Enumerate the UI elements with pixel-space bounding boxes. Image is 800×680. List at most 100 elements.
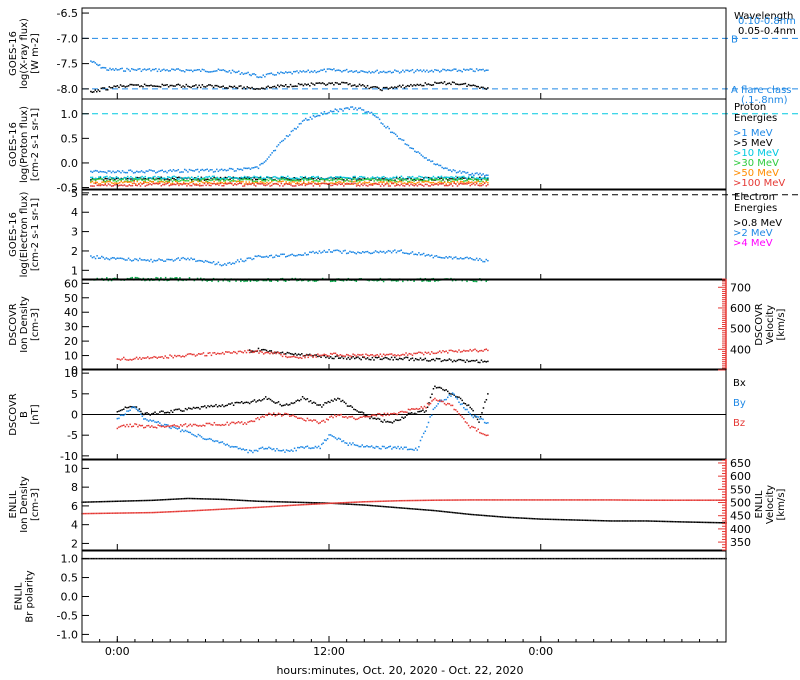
series-enlil_density-0 <box>81 497 727 524</box>
data-point-dscovr_b-1 <box>455 396 457 399</box>
data-point-proton-1 <box>224 176 227 179</box>
data-point-dscovr_b-2 <box>295 416 297 418</box>
data-point-proton-5 <box>405 183 407 186</box>
data-point-electron-0 <box>390 251 393 254</box>
data-point-dscovr_b-2 <box>277 412 280 415</box>
data-point-electron-0 <box>230 263 232 265</box>
data-point-proton-3 <box>453 179 455 181</box>
data-point-xray-0 <box>442 68 444 71</box>
data-point-enlil_polarity-0 <box>305 557 307 560</box>
data-point-proton-3 <box>195 178 198 181</box>
data-point-dscovr_b-0 <box>168 412 171 414</box>
data-point-proton-1 <box>319 178 321 180</box>
data-point-dscovr_b-2 <box>431 400 433 402</box>
data-point-enlil_density-0 <box>260 500 263 503</box>
data-point-proton-3 <box>291 179 294 181</box>
data-point-dscovr_density-0 <box>275 351 277 354</box>
data-point-enlil_polarity-0 <box>471 557 473 560</box>
data-point-proton-3 <box>205 180 207 182</box>
data-point-enlil_density-0 <box>459 512 462 515</box>
data-point-xray-1 <box>167 86 170 88</box>
data-point-dscovr_density-0 <box>395 358 398 361</box>
data-point-dscovr_density-0 <box>397 358 399 361</box>
data-point-enlil_density-1 <box>475 499 478 501</box>
data-point-enlil_density-1 <box>554 499 556 501</box>
data-point-enlil_polarity-0 <box>137 557 139 560</box>
y-axis-label-line: log(Electron flux) <box>19 192 30 278</box>
data-point-proton-5 <box>242 185 244 187</box>
data-point-xray-0 <box>402 69 404 72</box>
data-point-xray-1 <box>228 85 231 88</box>
data-point-xray-0 <box>164 69 167 72</box>
ytick-label-dscovr_density: 20 <box>64 335 78 348</box>
data-point-proton-1 <box>335 177 337 180</box>
data-point-enlil_polarity-0 <box>199 557 202 560</box>
data-point-enlil_density-1 <box>514 499 516 501</box>
data-point-enlil_polarity-0 <box>568 557 571 560</box>
data-point-enlil_density-1 <box>607 499 609 501</box>
data-point-dscovr_b-0 <box>412 413 415 415</box>
y-axis-label-line: ENLIL <box>8 490 19 518</box>
data-point-proton-0 <box>300 122 302 125</box>
data-point-proton-0 <box>314 116 316 118</box>
data-point-enlil_polarity-0 <box>249 557 251 560</box>
data-point-enlil_polarity-0 <box>142 557 144 560</box>
data-point-enlil_polarity-0 <box>624 557 627 560</box>
data-point-proton-5 <box>360 183 363 186</box>
data-point-proton-0 <box>109 170 111 172</box>
data-point-proton-0 <box>451 170 453 173</box>
ytick-label-enlil_density: 6 <box>71 500 78 513</box>
data-point-dscovr_density-0 <box>320 356 322 358</box>
series-dscovr_b-1 <box>116 392 489 454</box>
data-point-xray-1 <box>110 86 112 89</box>
data-point-enlil_density-1 <box>264 506 266 508</box>
data-point-proton-3 <box>357 179 359 182</box>
data-point-electron-0 <box>182 256 184 259</box>
data-point-electron-0 <box>193 258 196 260</box>
data-point-enlil_density-0 <box>589 519 592 522</box>
data-point-proton-5 <box>240 182 243 185</box>
data-point-dscovr_density-1 <box>256 349 259 352</box>
data-point-dscovr_b-1 <box>347 444 350 446</box>
data-point-proton-2 <box>389 177 391 179</box>
data-point-proton-4 <box>335 182 337 184</box>
data-point-enlil_density-1 <box>581 499 584 501</box>
data-point-xray-1 <box>438 82 441 84</box>
data-point-proton-2 <box>114 177 116 180</box>
data-point-xray-0 <box>139 68 141 70</box>
data-point-enlil_density-1 <box>620 499 622 501</box>
data-point-proton-2 <box>182 177 185 179</box>
data-point-proton-4 <box>371 183 374 185</box>
data-point-proton-3 <box>280 178 283 180</box>
data-point-electron-1 <box>171 277 173 280</box>
data-point-proton-3 <box>467 178 470 181</box>
data-point-xray-1 <box>402 84 404 87</box>
data-point-proton-0 <box>297 126 299 128</box>
data-point-electron-0 <box>107 258 109 260</box>
data-point-xray-1 <box>283 85 285 87</box>
data-point-dscovr_b-0 <box>189 407 192 410</box>
data-point-enlil_density-0 <box>514 516 516 519</box>
data-point-enlil_density-0 <box>690 521 693 523</box>
data-point-enlil_density-1 <box>323 502 326 505</box>
data-point-proton-0 <box>201 168 204 171</box>
data-point-electron-1 <box>270 280 273 282</box>
data-point-proton-4 <box>104 182 107 185</box>
data-point-dscovr_b-1 <box>445 398 447 401</box>
data-point-electron-0 <box>342 250 345 252</box>
data-point-proton-1 <box>176 176 179 179</box>
data-point-electron-1 <box>283 279 285 282</box>
data-point-enlil_density-1 <box>519 499 521 501</box>
data-point-dscovr_b-1 <box>411 448 414 451</box>
data-point-xray-1 <box>93 91 95 93</box>
data-point-enlil_density-0 <box>289 501 292 503</box>
data-point-dscovr_b-2 <box>308 419 310 422</box>
data-point-dscovr_b-1 <box>280 450 283 452</box>
data-point-electron-1 <box>177 279 180 282</box>
data-point-enlil_density-1 <box>562 499 564 501</box>
data-point-enlil_density-1 <box>285 504 287 507</box>
data-point-proton-0 <box>309 116 312 119</box>
data-point-xray-0 <box>281 71 284 74</box>
data-point-dscovr_b-1 <box>334 437 337 439</box>
data-point-electron-1 <box>368 279 370 282</box>
